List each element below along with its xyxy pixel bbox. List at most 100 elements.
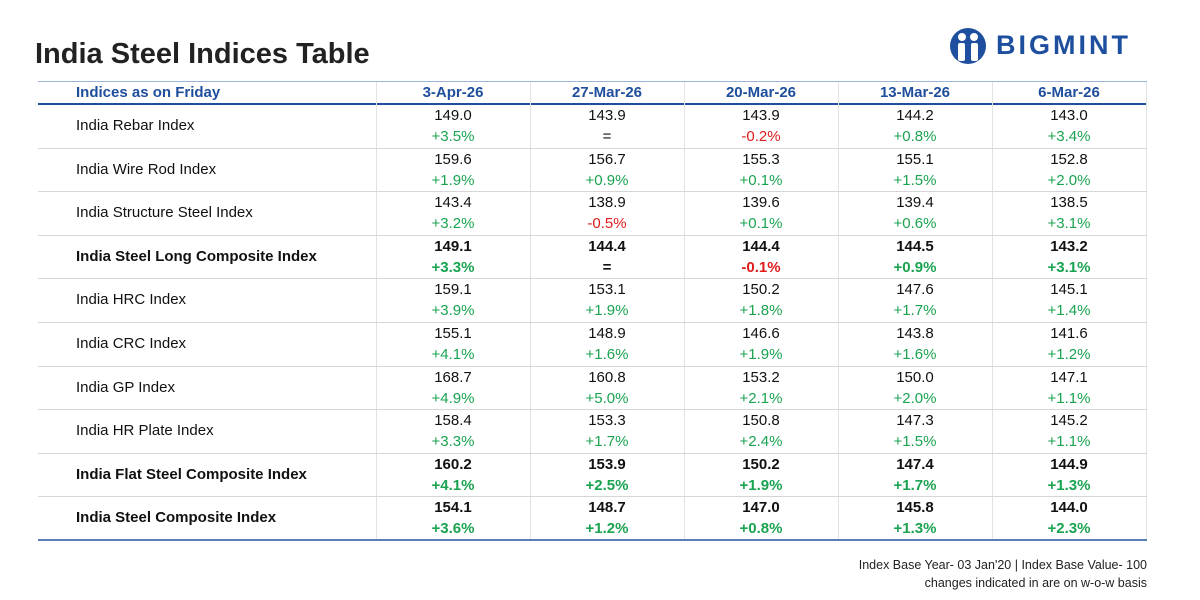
index-change: +4.1% <box>431 346 475 363</box>
index-change: = <box>602 128 612 145</box>
index-value: 159.1 <box>434 281 472 299</box>
index-change: +3.1% <box>1047 258 1091 276</box>
row-name: India CRC Index <box>76 335 187 352</box>
index-value: 145.2 <box>1050 412 1088 430</box>
index-change: +1.3% <box>1047 476 1091 494</box>
row-separator <box>38 147 1147 149</box>
index-value: 145.1 <box>1050 281 1088 299</box>
index-change: +3.3% <box>431 433 475 451</box>
index-value: 147.1 <box>1050 368 1088 386</box>
index-value: 159.6 <box>434 150 472 168</box>
index-value: 158.4 <box>434 412 472 430</box>
header-cell: 27-Mar-26 <box>571 84 643 101</box>
index-change: +1.9% <box>585 302 629 320</box>
index-value: 153.9 <box>588 455 626 473</box>
index-value: 153.3 <box>588 412 626 430</box>
header-cell: Indices as on Friday <box>76 84 221 101</box>
index-change: +2.0% <box>1047 171 1091 189</box>
row-separator <box>38 452 1147 454</box>
index-value: 143.2 <box>1050 237 1088 255</box>
header-cell: 6-Mar-26 <box>1038 84 1100 101</box>
row-name: India Rebar Index <box>76 117 195 134</box>
index-value: 143.0 <box>1050 107 1088 124</box>
index-value: 144.2 <box>896 107 934 124</box>
index-value: 153.1 <box>588 281 626 299</box>
index-change: -0.5% <box>587 215 627 233</box>
index-value: 150.2 <box>742 281 780 299</box>
index-value: 152.8 <box>1050 150 1088 168</box>
index-value: 160.8 <box>588 368 626 386</box>
index-change: +3.6% <box>431 520 475 538</box>
row-name: India Flat Steel Composite Index <box>76 465 307 483</box>
index-value: 150.0 <box>896 368 934 386</box>
index-change: +0.8% <box>893 128 937 145</box>
column-separator <box>1146 82 1147 540</box>
index-change: +2.0% <box>893 389 937 407</box>
index-value: 148.7 <box>588 499 626 517</box>
row-name: India GP Index <box>76 378 175 396</box>
index-change: +2.4% <box>739 433 783 451</box>
index-value: 138.5 <box>1050 194 1088 212</box>
row-name: India Steel Composite Index <box>76 509 277 527</box>
index-value: 143.9 <box>588 107 626 124</box>
row-separator <box>38 496 1147 498</box>
index-change: +3.1% <box>1047 215 1091 233</box>
index-change: +4.9% <box>431 389 475 407</box>
index-value: 155.1 <box>896 150 934 168</box>
header-cell: 3-Apr-26 <box>422 84 484 101</box>
index-change: +3.5% <box>431 128 475 145</box>
index-value: 153.2 <box>742 368 780 386</box>
row-name: India Wire Rod Index <box>76 160 217 178</box>
index-change: +1.4% <box>1047 302 1091 320</box>
index-value: 156.7 <box>588 150 626 168</box>
rule <box>38 539 1147 541</box>
index-change: -0.1% <box>741 258 781 276</box>
index-change: +1.5% <box>893 171 937 189</box>
column-separator <box>684 82 685 540</box>
index-value: 145.8 <box>896 499 934 517</box>
index-change: -0.2% <box>741 128 781 145</box>
row-name: India Steel Long Composite Index <box>76 247 317 265</box>
row-separator <box>38 409 1147 411</box>
index-value: 138.9 <box>588 194 626 212</box>
index-change: +1.1% <box>1047 433 1091 451</box>
rule <box>38 81 1147 82</box>
header-cell: 20-Mar-26 <box>725 84 797 101</box>
index-value: 154.1 <box>434 499 472 517</box>
index-value: 144.4 <box>742 237 780 255</box>
index-value: 139.4 <box>896 194 934 212</box>
index-value: 147.3 <box>896 412 934 430</box>
index-change: +1.3% <box>893 520 937 538</box>
index-change: +1.7% <box>893 476 937 494</box>
index-value: 160.2 <box>434 455 472 473</box>
index-change: +0.1% <box>739 171 783 189</box>
index-change: +0.8% <box>739 520 783 538</box>
index-value: 155.1 <box>434 325 472 342</box>
index-change: +1.1% <box>1047 389 1091 407</box>
footer-note: Index Base Year- 03 Jan'20 | Index Base … <box>858 558 1147 572</box>
index-value: 147.0 <box>742 499 780 517</box>
index-value: 148.9 <box>588 325 626 342</box>
logo-text: BIGMINT <box>996 30 1131 60</box>
index-value: 146.6 <box>742 325 780 342</box>
column-separator <box>992 82 993 540</box>
index-change: +2.5% <box>585 476 629 494</box>
rule <box>38 103 1147 105</box>
index-value: 143.9 <box>742 107 780 124</box>
index-value: 155.3 <box>742 150 780 168</box>
index-value: 150.8 <box>742 412 780 430</box>
index-value: 168.7 <box>434 368 472 386</box>
footer-note: changes indicated in are on w-o-w basis <box>924 576 1147 590</box>
index-change: +0.1% <box>739 215 783 233</box>
index-change: +1.9% <box>739 476 783 494</box>
index-change: +3.2% <box>431 215 475 233</box>
index-change: +1.7% <box>893 302 937 320</box>
index-change: +5.0% <box>585 389 629 407</box>
index-change: +1.6% <box>893 346 937 363</box>
row-separator <box>38 278 1147 280</box>
index-value: 144.0 <box>1050 499 1088 517</box>
index-change: +0.6% <box>893 215 937 233</box>
row-name: India HRC Index <box>76 291 187 309</box>
index-change: +3.9% <box>431 302 475 320</box>
